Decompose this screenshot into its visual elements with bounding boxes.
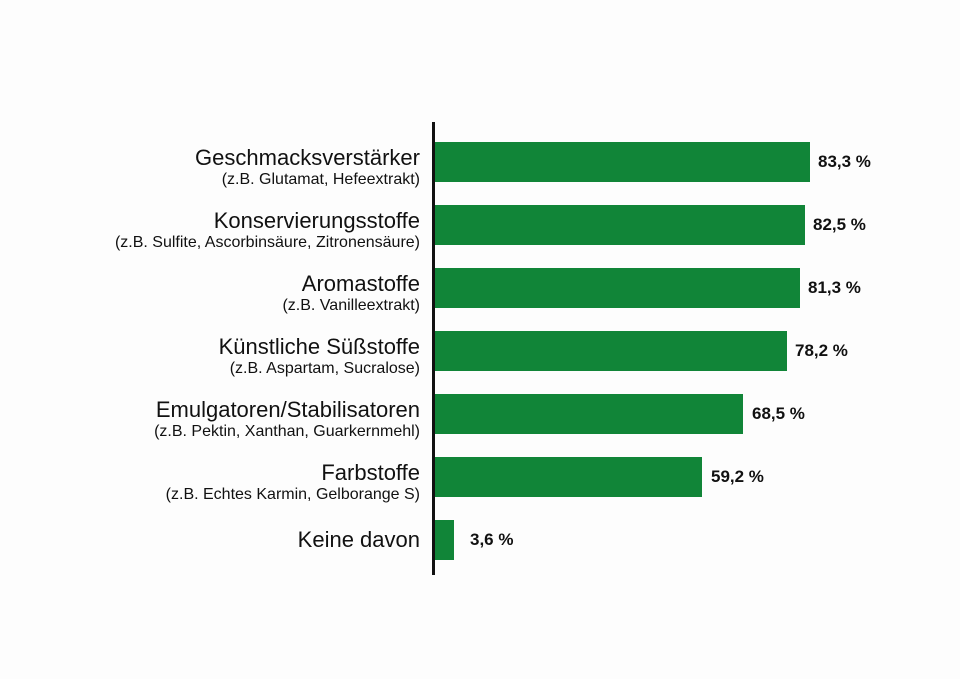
- category-label: Keine davon: [298, 528, 420, 552]
- value-label: 83,3 %: [818, 152, 871, 171]
- category-name: Künstliche Süßstoffe: [218, 334, 420, 359]
- bar-row: Keine davon 3,6 %: [0, 520, 960, 562]
- category-examples: (z.B. Pektin, Xanthan, Guarkernmehl): [154, 423, 420, 440]
- category-examples: (z.B. Glutamat, Hefeextrakt): [221, 171, 420, 188]
- bar: [435, 142, 810, 182]
- category-examples: (z.B. Aspartam, Sucralose): [229, 360, 420, 377]
- value-label: 81,3 %: [808, 278, 861, 297]
- category-name: Farbstoffe: [321, 460, 420, 485]
- value-label: 68,5 %: [752, 404, 805, 423]
- bar-row: Geschmacksverstärker (z.B. Glutamat, Hef…: [0, 142, 960, 188]
- bar-row: Konservierungsstoffe (z.B. Sulfite, Asco…: [0, 205, 960, 251]
- y-axis-line: [432, 122, 435, 575]
- category-examples: (z.B. Echtes Karmin, Gelborange S): [165, 486, 420, 503]
- bar: [435, 205, 805, 245]
- category-label: Farbstoffe (z.B. Echtes Karmin, Gelboran…: [166, 461, 420, 505]
- category-name: Keine davon: [297, 527, 420, 552]
- category-label: Konservierungsstoffe (z.B. Sulfite, Asco…: [115, 209, 420, 253]
- value-label: 59,2 %: [711, 467, 764, 486]
- bar: [435, 520, 454, 560]
- value-label: 82,5 %: [813, 215, 866, 234]
- category-label: Aromastoffe (z.B. Vanilleextrakt): [282, 272, 420, 316]
- category-label: Geschmacksverstärker (z.B. Glutamat, Hef…: [195, 146, 420, 190]
- bar-row: Künstliche Süßstoffe (z.B. Aspartam, Suc…: [0, 331, 960, 377]
- value-label: 3,6 %: [470, 530, 514, 549]
- category-examples: (z.B. Vanilleextrakt): [282, 297, 420, 314]
- bar-row: Aromastoffe (z.B. Vanilleextrakt) 81,3 %: [0, 268, 960, 314]
- category-examples: (z.B. Sulfite, Ascorbinsäure, Zitronensä…: [114, 234, 420, 251]
- bar-row: Emulgatoren/Stabilisatoren (z.B. Pektin,…: [0, 394, 960, 440]
- category-name: Geschmacksverstärker: [195, 145, 420, 170]
- category-label: Künstliche Süßstoffe (z.B. Aspartam, Suc…: [219, 335, 420, 379]
- bar: [435, 331, 787, 371]
- category-name: Aromastoffe: [301, 271, 420, 296]
- category-label: Emulgatoren/Stabilisatoren (z.B. Pektin,…: [154, 398, 420, 442]
- bar-row: Farbstoffe (z.B. Echtes Karmin, Gelboran…: [0, 457, 960, 503]
- bar: [435, 394, 743, 434]
- value-label: 78,2 %: [795, 341, 848, 360]
- bar: [435, 457, 702, 497]
- bar: [435, 268, 800, 308]
- category-name: Konservierungsstoffe: [213, 208, 420, 233]
- category-name: Emulgatoren/Stabilisatoren: [155, 397, 420, 422]
